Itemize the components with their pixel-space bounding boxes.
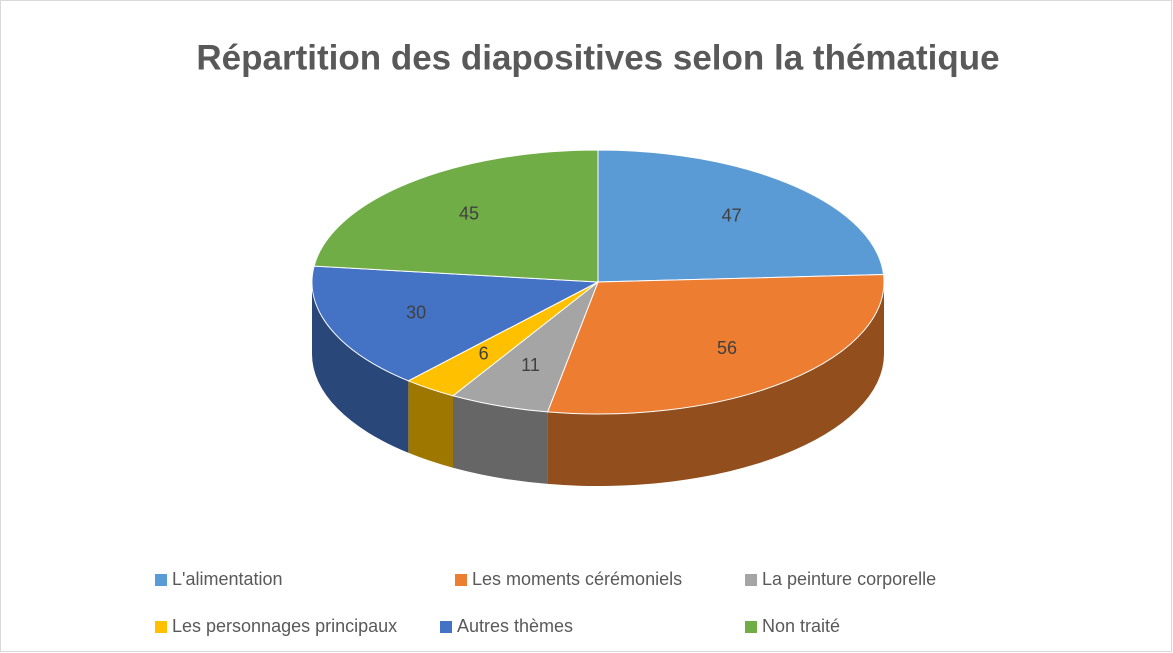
legend-swatch	[745, 621, 757, 633]
pie-slice	[597, 149, 885, 283]
data-label: 30	[406, 303, 426, 323]
legend-label: Autres thèmes	[457, 616, 573, 636]
pie-slice	[311, 265, 600, 382]
pie-side	[408, 380, 454, 468]
pie-side	[547, 282, 884, 487]
legend-swatch	[745, 574, 757, 586]
legend-label: L'alimentation	[172, 569, 283, 589]
chart-title: Répartition des diapositives selon la th…	[196, 38, 999, 77]
legend-swatch	[440, 621, 452, 633]
data-label: 47	[722, 206, 742, 226]
legend-label: Non traité	[762, 616, 840, 636]
pie-slice	[313, 149, 599, 283]
data-label: 11	[521, 355, 540, 375]
legend-label: Les personnages principaux	[172, 616, 397, 636]
pie-slice	[546, 274, 885, 415]
legend-swatch	[455, 574, 467, 586]
legend-label: Les moments cérémoniels	[472, 569, 682, 589]
data-label: 45	[459, 204, 479, 224]
pie-side	[453, 395, 548, 484]
pie-side	[312, 282, 409, 453]
legend-swatch	[155, 574, 167, 586]
legend-label: La peinture corporelle	[762, 569, 936, 589]
data-label: 56	[717, 338, 737, 358]
legend-swatch	[155, 621, 167, 633]
data-label: 6	[479, 343, 489, 363]
